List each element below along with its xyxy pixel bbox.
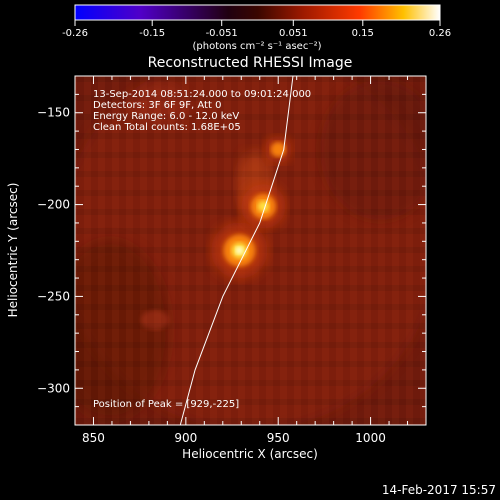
x-tick-label: 900 — [174, 431, 197, 445]
peak-position-label: Position of Peak = [929,-225] — [93, 399, 239, 410]
energy-range-label: Energy Range: 6.0 - 12.0 keV — [93, 111, 239, 122]
colorbar-units: (photons cm⁻² s⁻¹ asec⁻²) — [192, 41, 321, 52]
colorbar-tick-label: -0.051 — [206, 28, 238, 39]
plot-frame — [74, 75, 427, 426]
counts-label: Clean Total counts: 1.68E+05 — [93, 122, 241, 133]
colorbar-tick-label: -0.15 — [139, 28, 165, 39]
y-tick-label: −300 — [37, 381, 70, 395]
colorbar — [74, 4, 441, 21]
colorbar-tick-label: 0.15 — [352, 28, 374, 39]
heatmap-image — [75, 76, 426, 425]
flare-source — [211, 222, 268, 279]
flare-source — [241, 184, 286, 229]
x-axis-label: Heliocentric X (arcsec) — [182, 447, 318, 461]
timestamp: 14-Feb-2017 15:57 — [382, 483, 496, 497]
x-tick-label: 950 — [267, 431, 290, 445]
y-tick-label: −250 — [37, 289, 70, 303]
x-tick-label: 1000 — [355, 431, 386, 445]
flare-source — [264, 135, 292, 164]
solar-limb-line — [179, 76, 294, 425]
y-axis-label: Heliocentric Y (arcsec) — [6, 183, 20, 318]
x-tick-label: 850 — [82, 431, 105, 445]
y-tick-label: −150 — [37, 106, 70, 120]
colorbar-tick-label: 0.051 — [279, 28, 308, 39]
time-range-label: 13-Sep-2014 08:51:24.000 to 09:01:24.000 — [93, 89, 311, 100]
axis-ticks: 850 900 950 1000 −150 −200 −250 −300 — [37, 76, 426, 445]
colorbar-tick-label: 0.26 — [429, 28, 451, 39]
detectors-label: Detectors: 3F 6F 9F, Att 0 — [93, 100, 221, 111]
chart-title: Reconstructed RHESSI Image — [148, 55, 353, 71]
colorbar-ticks: -0.26 -0.15 -0.051 0.051 0.15 0.26 — [62, 20, 451, 39]
colorbar-tick-label: -0.26 — [62, 28, 88, 39]
y-tick-label: −200 — [37, 198, 70, 212]
